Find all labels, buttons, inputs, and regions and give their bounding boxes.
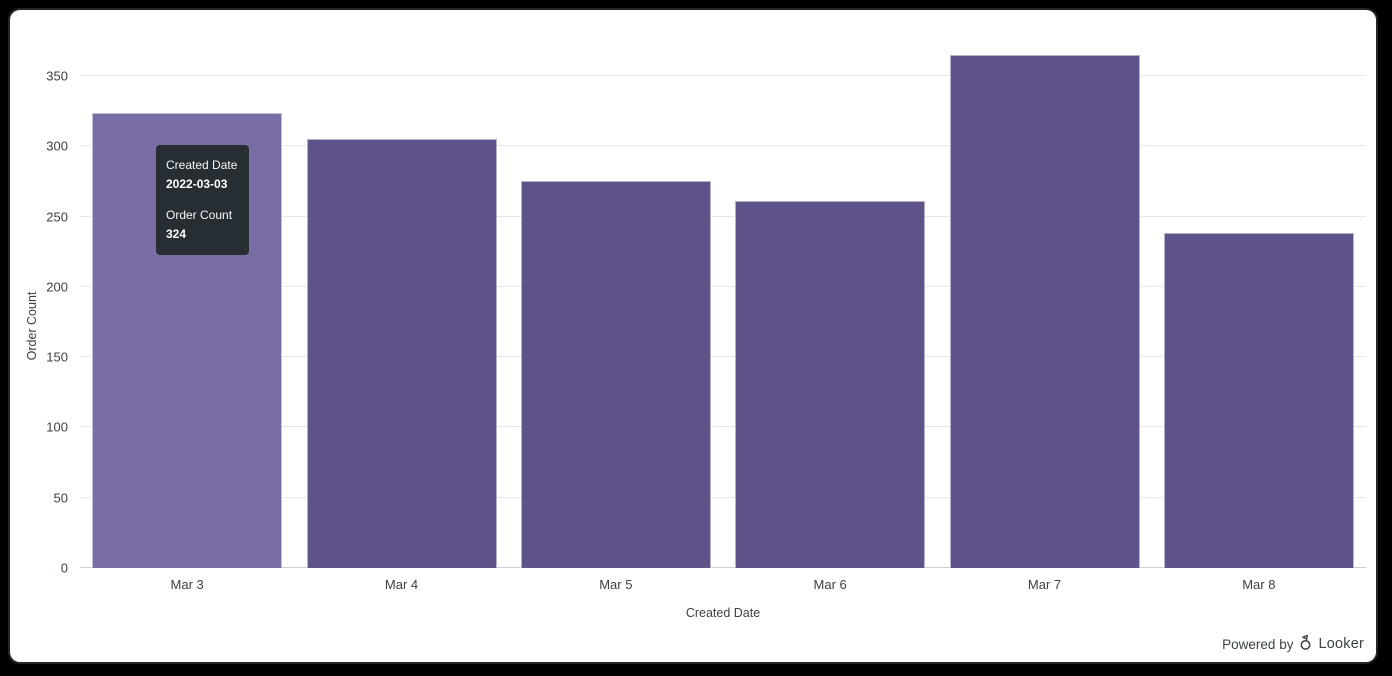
x-axis-title: Created Date [685, 606, 761, 620]
x-axis-tick-label: Mar 6 [813, 577, 847, 592]
y-axis-tick-label: 50 [53, 490, 68, 506]
gridline [80, 75, 1366, 76]
x-axis-tick-label: Mar 5 [599, 577, 633, 592]
gridline [80, 215, 1366, 217]
y-axis: 0 50 100 150 200 250 300 350 [10, 70, 68, 575]
x-axis-tick-label: Mar 7 [1027, 577, 1062, 592]
tooltip: Created Date 2022-03-03 Order Count 324 [156, 145, 249, 255]
gridline [80, 426, 1366, 428]
tooltip-dimension-value: 2022-03-03 [166, 177, 228, 191]
x-axis-tick-label: Mar 4 [384, 577, 419, 592]
gridline [80, 285, 1366, 287]
plot-area [80, 54, 1366, 568]
looker-pennant-icon [1298, 634, 1313, 654]
tooltip-measure-value: 324 [166, 227, 187, 241]
powered-by-text: Powered by [1222, 636, 1294, 652]
bar-mar-4[interactable] [306, 139, 497, 568]
x-axis-tick-label: Mar 8 [1242, 577, 1276, 592]
powered-by-looker-link[interactable]: Powered by Looker [1222, 634, 1364, 654]
gridline [80, 145, 1366, 147]
x-axis: Mar 3 Mar 4 Mar 5 Mar 6 Mar 7 Mar 8 [80, 577, 1366, 595]
x-axis-line [80, 567, 1366, 568]
y-axis-tick-label: 100 [46, 419, 68, 435]
y-axis-tick-label: 250 [46, 209, 68, 225]
tooltip-dimension-label: Created Date [166, 158, 238, 172]
bar-mar-5[interactable] [520, 181, 711, 568]
y-axis-tick-label: 150 [46, 349, 68, 365]
y-axis-tick-label: 200 [46, 279, 68, 295]
looker-brand-text: Looker [1318, 636, 1364, 652]
gridline [80, 496, 1366, 498]
bar-mar-6[interactable] [735, 201, 926, 568]
y-axis-tick-label: 300 [46, 138, 68, 154]
tooltip-measure-label: Order Count [166, 208, 233, 222]
x-axis-tick-label: Mar 3 [170, 577, 204, 592]
bar-mar-8[interactable] [1163, 233, 1354, 568]
y-axis-tick-label: 0 [60, 560, 68, 576]
tooltip-spacer [166, 194, 239, 206]
bar-mar-7[interactable] [949, 54, 1140, 568]
gridline [80, 356, 1366, 358]
y-axis-tick-label: 350 [46, 68, 68, 84]
